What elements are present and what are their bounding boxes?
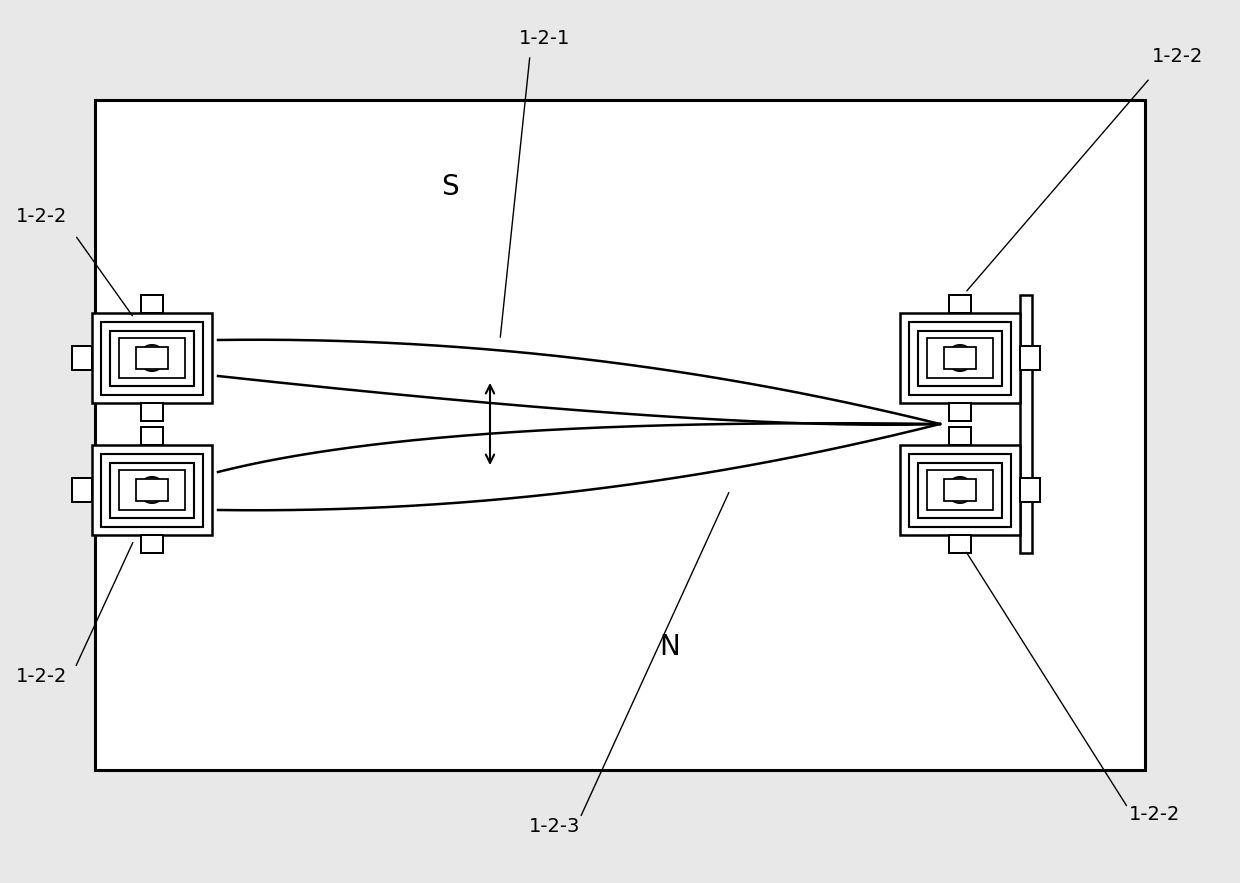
Bar: [949, 535, 971, 553]
Text: 1-2-2: 1-2-2: [16, 667, 68, 686]
Bar: [949, 403, 971, 421]
Bar: [141, 535, 162, 553]
Bar: [1021, 478, 1040, 502]
Bar: [909, 321, 1011, 395]
Bar: [928, 338, 993, 378]
Text: 1-2-2: 1-2-2: [1130, 805, 1180, 824]
Bar: [136, 347, 167, 369]
Bar: [918, 463, 1002, 517]
Circle shape: [139, 345, 165, 371]
Bar: [92, 445, 212, 535]
Text: 1-2-1: 1-2-1: [520, 28, 570, 48]
Bar: [928, 470, 993, 510]
Bar: [95, 100, 1145, 770]
Bar: [900, 313, 1021, 403]
Text: 1-2-2: 1-2-2: [16, 207, 68, 226]
Circle shape: [947, 345, 973, 371]
Bar: [909, 454, 1011, 526]
Text: 1-2-2: 1-2-2: [1152, 47, 1204, 66]
Bar: [141, 403, 162, 421]
Circle shape: [139, 477, 165, 503]
Bar: [900, 445, 1021, 535]
Circle shape: [947, 477, 973, 503]
Bar: [119, 338, 185, 378]
Bar: [110, 463, 193, 517]
Bar: [141, 427, 162, 445]
Bar: [92, 313, 212, 403]
Bar: [72, 478, 92, 502]
Bar: [1021, 346, 1040, 370]
Bar: [110, 330, 193, 386]
Bar: [100, 454, 203, 526]
Bar: [72, 346, 92, 370]
Bar: [1021, 295, 1032, 553]
Bar: [949, 295, 971, 313]
Bar: [119, 470, 185, 510]
Bar: [100, 321, 203, 395]
Bar: [136, 479, 167, 501]
Bar: [944, 479, 976, 501]
Text: N: N: [660, 633, 681, 661]
Bar: [918, 330, 1002, 386]
Text: S: S: [441, 173, 459, 201]
Bar: [944, 347, 976, 369]
Bar: [141, 295, 162, 313]
Bar: [949, 427, 971, 445]
Text: 1-2-3: 1-2-3: [529, 817, 580, 836]
